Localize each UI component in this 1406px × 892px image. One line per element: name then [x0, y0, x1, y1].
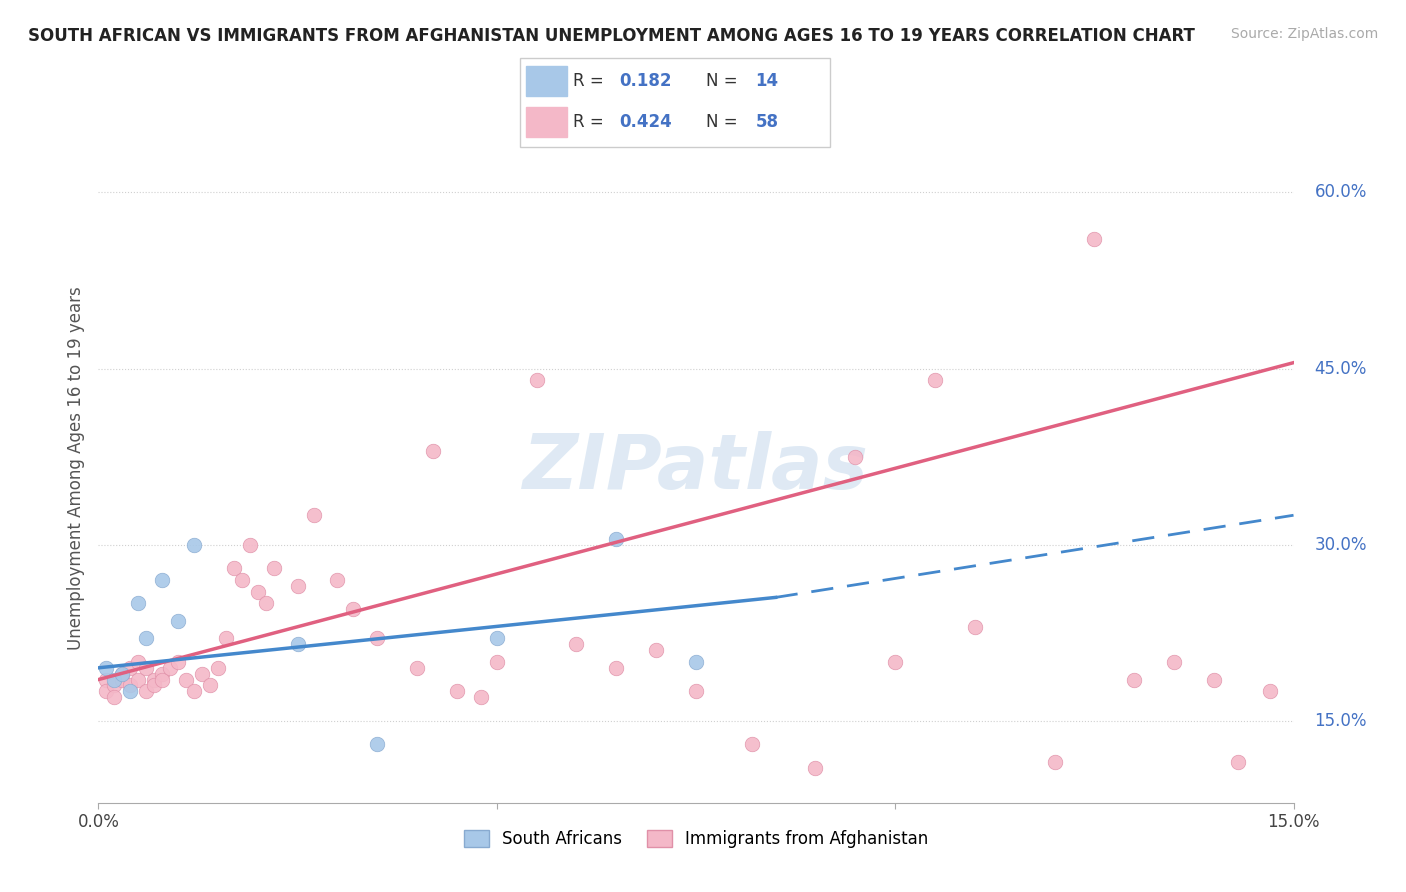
Point [159, 661, 181, 675]
Point [565, 637, 588, 651]
Text: 0.182: 0.182 [619, 72, 672, 90]
Point [103, 678, 125, 692]
Y-axis label: Unemployment Among Ages 16 to 19 years: Unemployment Among Ages 16 to 19 years [66, 286, 84, 650]
Point [127, 673, 149, 687]
Point [685, 655, 707, 669]
Point [470, 690, 492, 705]
Point [143, 678, 166, 692]
Point [326, 573, 349, 587]
Point [96, 684, 118, 698]
Text: R =: R = [572, 113, 609, 131]
Point [526, 373, 548, 387]
Point [127, 596, 149, 610]
Point [963, 620, 986, 634]
Point [231, 573, 253, 587]
Text: 30.0%: 30.0% [1315, 535, 1367, 554]
Point [120, 678, 142, 692]
Point [103, 673, 125, 687]
Point [120, 684, 142, 698]
Text: 60.0%: 60.0% [1315, 184, 1367, 202]
Point [1163, 655, 1185, 669]
Point [135, 684, 157, 698]
Point [120, 661, 142, 675]
Text: Source: ZipAtlas.com: Source: ZipAtlas.com [1230, 27, 1378, 41]
Point [804, 761, 827, 775]
Point [342, 602, 364, 616]
Point [685, 684, 707, 698]
Point [485, 632, 508, 646]
Point [183, 684, 205, 698]
Point [127, 655, 149, 669]
Point [167, 655, 190, 669]
Point [167, 614, 190, 628]
Point [485, 655, 508, 669]
Point [1123, 673, 1146, 687]
Point [239, 538, 262, 552]
Point [1083, 232, 1105, 246]
Point [422, 443, 444, 458]
Point [96, 661, 118, 675]
Point [1202, 673, 1225, 687]
Point [844, 450, 866, 464]
Point [215, 632, 238, 646]
Text: N =: N = [706, 72, 742, 90]
Point [446, 684, 468, 698]
Point [366, 632, 388, 646]
Point [198, 678, 221, 692]
Point [222, 561, 245, 575]
Point [135, 632, 157, 646]
Text: 58: 58 [755, 113, 779, 131]
Legend: South Africans, Immigrants from Afghanistan: South Africans, Immigrants from Afghanis… [457, 823, 935, 855]
Point [605, 661, 627, 675]
Point [287, 637, 309, 651]
Point [135, 661, 157, 675]
Text: 14: 14 [755, 72, 779, 90]
Text: R =: R = [572, 72, 609, 90]
FancyBboxPatch shape [526, 66, 567, 96]
Point [150, 673, 173, 687]
Text: SOUTH AFRICAN VS IMMIGRANTS FROM AFGHANISTAN UNEMPLOYMENT AMONG AGES 16 TO 19 YE: SOUTH AFRICAN VS IMMIGRANTS FROM AFGHANI… [28, 27, 1195, 45]
Point [263, 561, 285, 575]
Point [645, 643, 668, 657]
Point [191, 666, 214, 681]
FancyBboxPatch shape [520, 58, 830, 147]
Point [1043, 755, 1066, 769]
Point [1226, 755, 1249, 769]
Point [884, 655, 907, 669]
Text: N =: N = [706, 113, 742, 131]
Point [150, 666, 173, 681]
Point [302, 508, 325, 523]
Point [111, 673, 134, 687]
Point [207, 661, 229, 675]
Point [366, 737, 388, 751]
Point [924, 373, 946, 387]
Text: 45.0%: 45.0% [1315, 359, 1367, 377]
FancyBboxPatch shape [526, 107, 567, 137]
Point [103, 690, 125, 705]
Point [150, 573, 173, 587]
Point [605, 532, 627, 546]
Point [254, 596, 277, 610]
Text: 15.0%: 15.0% [1315, 712, 1367, 730]
Point [174, 673, 197, 687]
Point [96, 673, 118, 687]
Point [183, 538, 205, 552]
Point [406, 661, 429, 675]
Point [143, 673, 166, 687]
Text: ZIPatlas: ZIPatlas [523, 432, 869, 505]
Text: 0.424: 0.424 [619, 113, 672, 131]
Point [741, 737, 763, 751]
Point [1258, 684, 1281, 698]
Point [246, 584, 269, 599]
Point [111, 666, 134, 681]
Point [111, 666, 134, 681]
Point [287, 579, 309, 593]
